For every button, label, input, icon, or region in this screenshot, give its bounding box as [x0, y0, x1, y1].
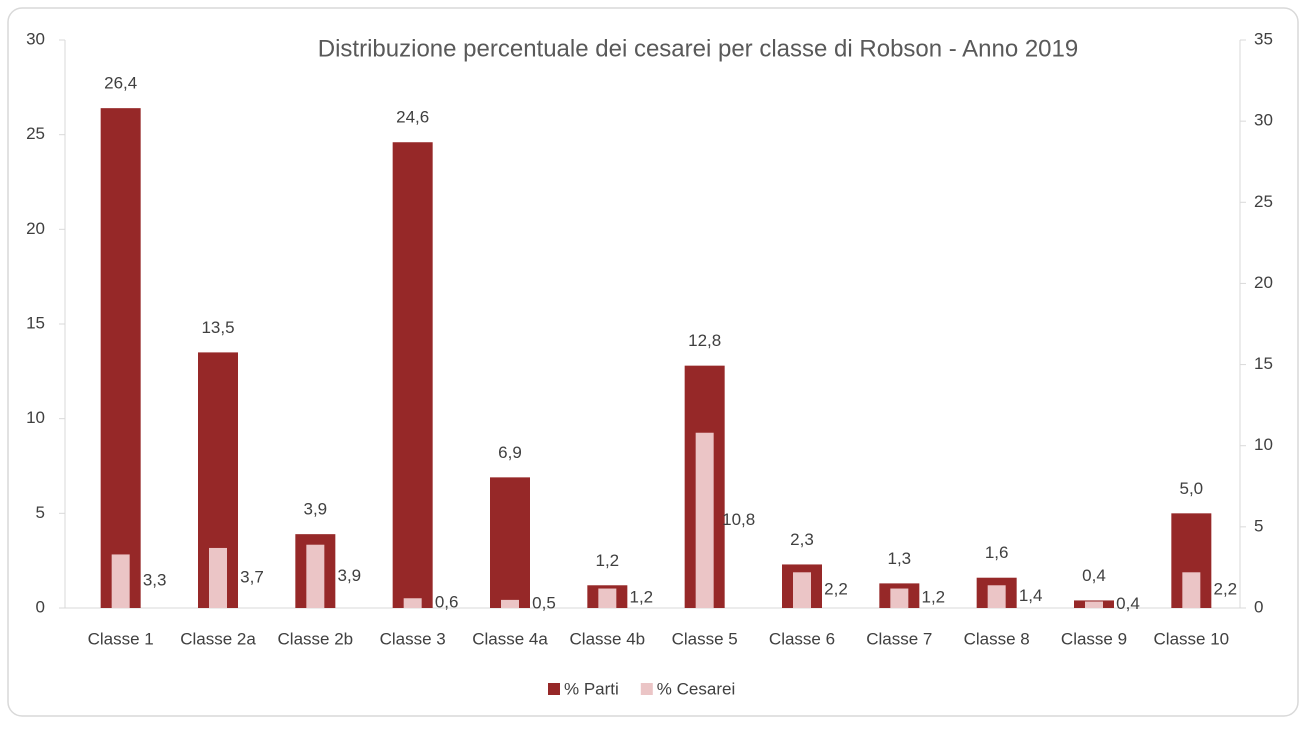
bar	[598, 588, 617, 608]
legend-swatch	[548, 683, 560, 695]
y2-tick-label: 15	[1254, 354, 1273, 373]
legend-label: % Cesarei	[657, 679, 735, 698]
data-label: 2,2	[824, 580, 848, 599]
x-tick-label: Classe 7	[866, 629, 932, 648]
x-tick-label: Classe 3	[380, 629, 446, 648]
data-label: 5,0	[1180, 479, 1204, 498]
data-label: 2,3	[790, 530, 814, 549]
y-tick-label: 15	[26, 313, 45, 332]
data-label: 3,9	[304, 500, 328, 519]
y2-tick-label: 0	[1254, 597, 1263, 616]
y2-tick-label: 30	[1254, 111, 1273, 130]
y2-tick-label: 20	[1254, 273, 1273, 292]
data-label: 1,2	[630, 588, 654, 607]
data-label: 12,8	[688, 331, 721, 350]
legend-label: % Parti	[564, 679, 619, 698]
data-label: 1,3	[888, 549, 912, 568]
bar	[100, 108, 141, 608]
y-tick-label: 0	[36, 597, 45, 616]
y2-tick-label: 5	[1254, 516, 1263, 535]
bar	[1085, 601, 1103, 608]
x-tick-label: Classe 9	[1061, 629, 1127, 648]
legend-swatch	[640, 683, 653, 695]
data-label: 1,4	[1019, 586, 1043, 605]
y2-tick-label: 35	[1254, 29, 1273, 48]
bar	[501, 599, 519, 608]
x-tick-label: Classe 1	[88, 629, 154, 648]
data-label: 6,9	[498, 443, 522, 462]
x-tick-label: Classe 2a	[180, 629, 256, 648]
data-label: 3,9	[338, 566, 362, 585]
data-label: 26,4	[104, 74, 137, 93]
bar	[793, 572, 811, 608]
x-tick-label: Classe 10	[1154, 629, 1230, 648]
bar	[306, 544, 325, 608]
bar	[695, 432, 714, 608]
bar	[403, 598, 422, 608]
data-label: 2,2	[1214, 580, 1238, 599]
x-tick-label: Classe 6	[769, 629, 835, 648]
data-label: 1,6	[985, 543, 1009, 562]
y2-tick-label: 25	[1254, 192, 1273, 211]
data-label: 10,8	[722, 510, 755, 529]
data-label: 1,2	[922, 588, 946, 607]
data-label: 3,3	[143, 571, 167, 590]
data-label: 0,4	[1082, 566, 1106, 585]
bar	[490, 477, 530, 608]
bar	[209, 547, 227, 608]
data-label: 24,6	[396, 108, 429, 127]
y-tick-label: 25	[26, 124, 45, 143]
data-label: 3,7	[240, 567, 264, 586]
data-label: 0,6	[435, 593, 459, 612]
bar	[890, 588, 909, 608]
data-label: 0,5	[532, 593, 556, 612]
x-tick-label: Classe 4a	[472, 629, 548, 648]
x-tick-label: Classe 8	[964, 629, 1030, 648]
bar	[111, 554, 130, 608]
x-tick-label: Classe 2b	[278, 629, 354, 648]
y-tick-label: 30	[26, 29, 45, 48]
y-tick-label: 10	[26, 408, 45, 427]
data-label: 0,4	[1116, 594, 1140, 613]
y-tick-label: 20	[26, 219, 45, 238]
data-label: 13,5	[201, 318, 234, 337]
x-tick-label: Classe 4b	[570, 629, 646, 648]
x-tick-label: Classe 5	[672, 629, 738, 648]
data-label: 1,2	[596, 551, 620, 570]
bar	[392, 142, 433, 609]
bar	[1182, 572, 1201, 608]
y-tick-label: 5	[36, 503, 45, 522]
bar	[987, 585, 1006, 608]
chart-title: Distribuzione percentuale dei cesarei pe…	[318, 35, 1078, 62]
y2-tick-label: 10	[1254, 435, 1273, 454]
